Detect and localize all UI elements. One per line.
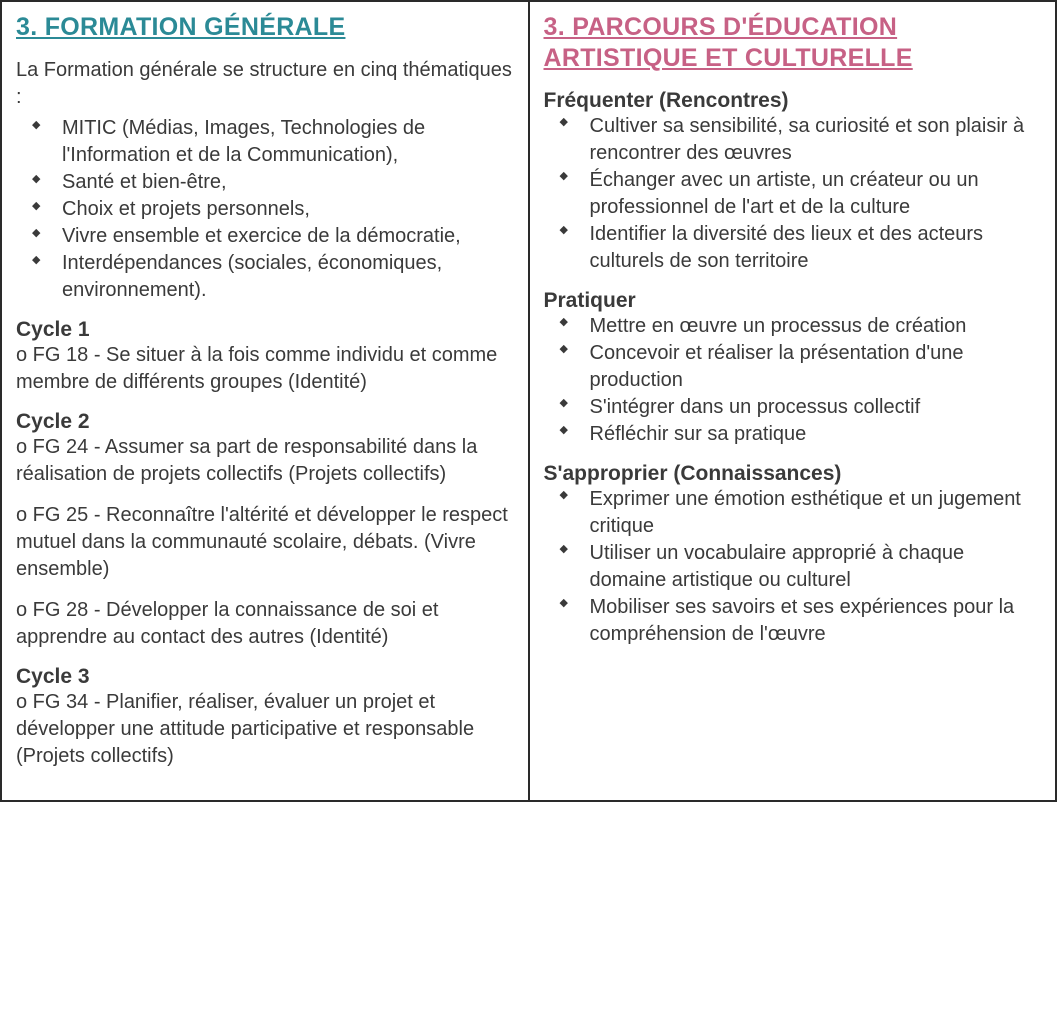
list-item: Cultiver sa sensibilité, sa curiosité et… — [572, 113, 1042, 167]
cycle-item: o FG 25 - Reconnaître l'altérité et déve… — [16, 502, 514, 583]
list-item: MITIC (Médias, Images, Technologies de l… — [44, 115, 514, 169]
left-column: 3. FORMATION GÉNÉRALE La Formation génér… — [1, 1, 529, 801]
right-column: 3. PARCOURS D'ÉDUCATION ARTISTIQUE ET CU… — [529, 1, 1057, 801]
list-item: Exprimer une émotion esthétique et un ju… — [572, 486, 1042, 540]
list-item: Échanger avec un artiste, un créateur ou… — [572, 167, 1042, 221]
cycle-title: Cycle 2 — [16, 410, 514, 434]
section-list: Mettre en œuvre un processus de création… — [544, 313, 1042, 448]
list-item: Vivre ensemble et exercice de la démocra… — [44, 223, 514, 250]
section-title: Pratiquer — [544, 289, 1042, 313]
list-item: Choix et projets personnels, — [44, 196, 514, 223]
section-title: Fréquenter (Rencontres) — [544, 89, 1042, 113]
list-item: S'intégrer dans un processus collectif — [572, 394, 1042, 421]
list-item: Mettre en œuvre un processus de création — [572, 313, 1042, 340]
cycle-item: o FG 24 - Assumer sa part de responsabil… — [16, 434, 514, 488]
left-heading: 3. FORMATION GÉNÉRALE — [16, 12, 514, 43]
two-column-table: 3. FORMATION GÉNÉRALE La Formation génér… — [0, 0, 1057, 802]
list-item: Mobiliser ses savoirs et ses expériences… — [572, 594, 1042, 648]
cycle-title: Cycle 1 — [16, 318, 514, 342]
list-item: Concevoir et réaliser la présentation d'… — [572, 340, 1042, 394]
section-title: S'approprier (Connaissances) — [544, 462, 1042, 486]
left-intro: La Formation générale se structure en ci… — [16, 57, 514, 111]
list-item: Identifier la diversité des lieux et des… — [572, 221, 1042, 275]
cycle-item: o FG 18 - Se situer à la fois comme indi… — [16, 342, 514, 396]
list-item: Utiliser un vocabulaire approprié à chaq… — [572, 540, 1042, 594]
section-list: Cultiver sa sensibilité, sa curiosité et… — [544, 113, 1042, 275]
cycle-item: o FG 28 - Développer la connaissance de … — [16, 597, 514, 651]
list-item: Réfléchir sur sa pratique — [572, 421, 1042, 448]
list-item: Interdépendances (sociales, économiques,… — [44, 250, 514, 304]
right-heading: 3. PARCOURS D'ÉDUCATION ARTISTIQUE ET CU… — [544, 12, 1042, 75]
list-item: Santé et bien-être, — [44, 169, 514, 196]
themes-list: MITIC (Médias, Images, Technologies de l… — [16, 115, 514, 304]
section-list: Exprimer une émotion esthétique et un ju… — [544, 486, 1042, 648]
cycle-item: o FG 34 - Planifier, réaliser, évaluer u… — [16, 689, 514, 770]
cycle-title: Cycle 3 — [16, 665, 514, 689]
